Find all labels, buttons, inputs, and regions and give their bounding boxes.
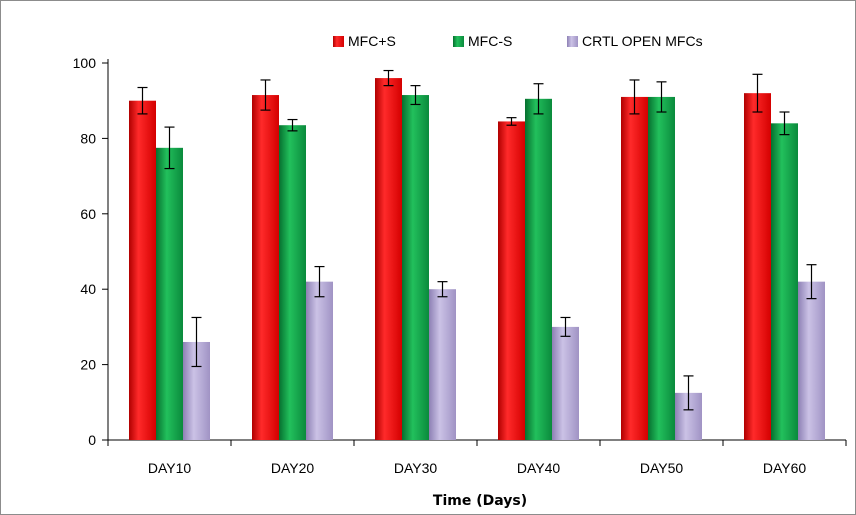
- bar: [621, 96, 648, 441]
- y-axis: 0 20 40 60 80 100: [73, 55, 109, 448]
- y-tick-label: 60: [80, 206, 96, 222]
- legend-label: MFC+S: [348, 33, 396, 49]
- bar: [798, 281, 825, 440]
- x-tick-label: DAY50: [640, 460, 684, 476]
- bar: [279, 125, 306, 440]
- legend-swatch: [453, 36, 464, 47]
- y-tick-label: 40: [80, 281, 96, 297]
- bar: [306, 281, 333, 440]
- x-axis: DAY10 DAY20 DAY30 DAY40 DAY50 DAY60: [107, 439, 847, 476]
- x-tick-label: DAY20: [271, 460, 315, 476]
- bars-group: [129, 78, 825, 441]
- bar: [129, 100, 156, 440]
- bar: [648, 96, 675, 441]
- bar: [402, 95, 429, 441]
- bar: [429, 289, 456, 440]
- error-bars-group: [137, 69, 817, 411]
- bar: [252, 95, 279, 441]
- legend: MFC+S MFC-S CRTL OPEN MFCs: [333, 33, 703, 49]
- x-tick-label: DAY60: [763, 460, 807, 476]
- bar: [375, 78, 402, 440]
- x-tick-label: DAY30: [394, 460, 438, 476]
- bar: [498, 121, 525, 440]
- bar: [744, 93, 771, 440]
- legend-swatch: [567, 36, 578, 47]
- x-tick-label: DAY40: [517, 460, 561, 476]
- y-tick-label: 100: [73, 55, 97, 71]
- y-tick-label: 80: [80, 130, 96, 146]
- legend-swatch: [333, 36, 344, 47]
- legend-label: MFC-S: [468, 33, 512, 49]
- y-tick-label: 20: [80, 357, 96, 373]
- y-tick-label: 0: [88, 432, 96, 448]
- legend-label: CRTL OPEN MFCs: [582, 33, 703, 49]
- bar: [156, 147, 183, 440]
- bar: [552, 326, 579, 440]
- x-axis-title: Time (Days): [433, 493, 527, 509]
- bar: [771, 123, 798, 440]
- x-tick-label: DAY10: [148, 460, 192, 476]
- bar: [525, 98, 552, 440]
